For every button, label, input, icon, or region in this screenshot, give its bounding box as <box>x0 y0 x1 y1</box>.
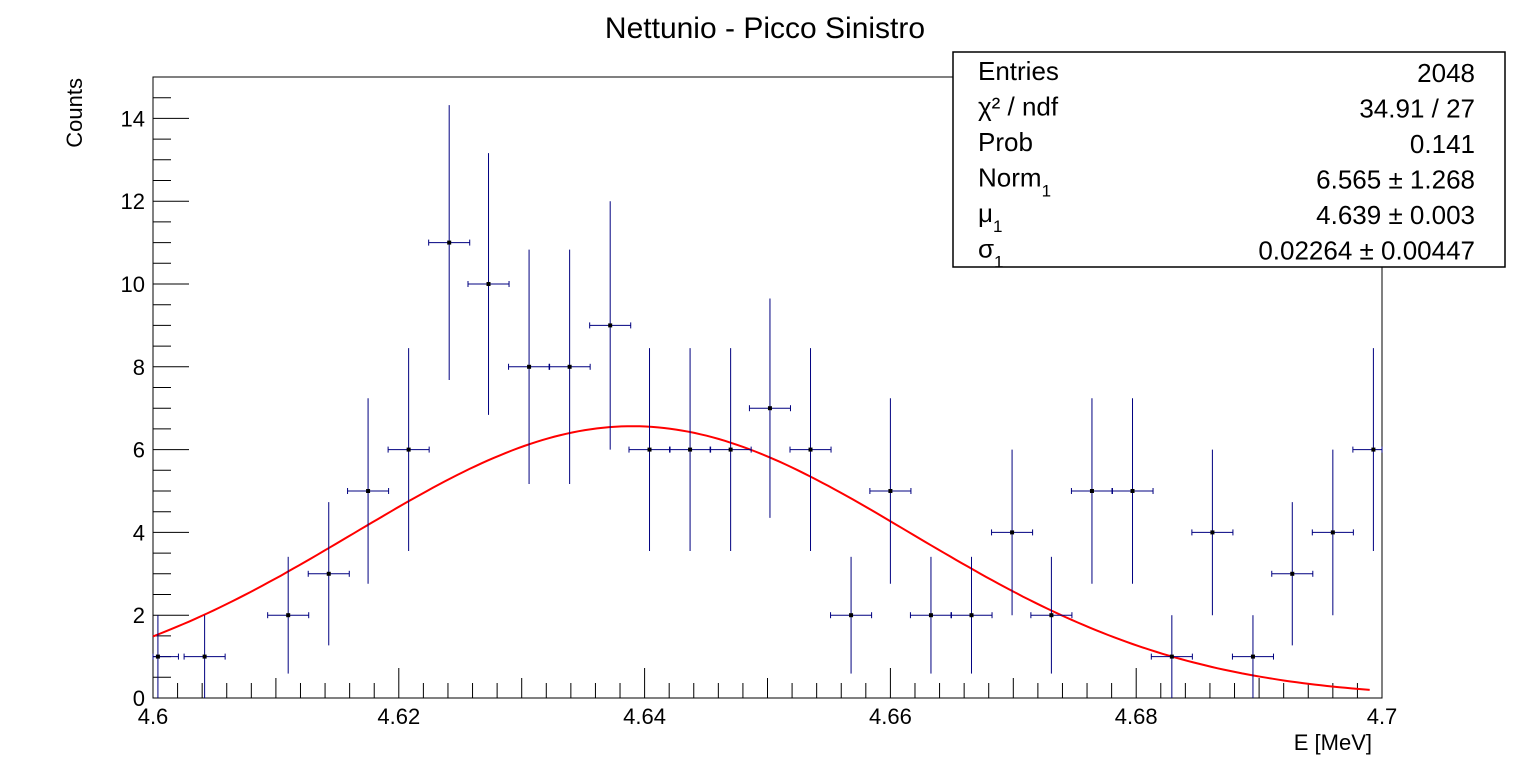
point-marker <box>486 282 491 286</box>
y-tick-label: 14 <box>121 106 145 131</box>
point-marker <box>1130 489 1135 493</box>
data-point <box>1030 556 1073 674</box>
data-point <box>387 348 430 552</box>
y-tick-label: 4 <box>133 520 145 545</box>
data-point <box>1231 615 1274 698</box>
point-marker <box>567 364 572 369</box>
point-marker <box>366 489 371 493</box>
x-tick-label: 4.6 <box>138 704 169 729</box>
chart-title: Nettunio - Picco Sinistro <box>605 12 925 45</box>
data-point <box>1070 398 1113 584</box>
data-point <box>748 298 791 518</box>
data-point <box>267 556 310 674</box>
stats-row-label: χ² / ndf <box>978 92 1059 122</box>
x-tick-label: 4.62 <box>377 704 420 729</box>
point-marker <box>728 447 733 452</box>
point-marker <box>767 406 772 411</box>
data-point <box>1150 615 1193 698</box>
point-marker <box>1169 654 1174 659</box>
stats-row-subscript: 1 <box>1042 182 1051 201</box>
stats-row-value: 0.02264 ± 0.00447 <box>1258 236 1475 266</box>
point-marker <box>647 447 652 452</box>
x-tick-label: 4.7 <box>1367 704 1398 729</box>
data-point <box>789 348 832 552</box>
point-marker <box>1371 447 1376 452</box>
stats-row-subscript: 1 <box>994 253 1003 272</box>
point-marker <box>1250 654 1255 659</box>
y-tick-label: 6 <box>133 438 145 463</box>
data-point <box>589 201 632 450</box>
data-point <box>152 615 179 698</box>
data-point <box>991 449 1034 616</box>
point-marker <box>928 613 933 618</box>
stats-row-value: 34.91 / 27 <box>1359 94 1475 124</box>
data-point <box>909 556 952 674</box>
data-point <box>709 348 752 552</box>
data-point <box>1352 348 1383 552</box>
x-tick-label: 4.64 <box>623 704 666 729</box>
data-point <box>183 615 226 698</box>
data-point <box>669 348 712 552</box>
data-point <box>830 556 873 674</box>
point-marker <box>527 364 532 369</box>
data-point <box>1191 449 1234 616</box>
point-marker <box>1330 530 1335 535</box>
data-point <box>1111 398 1154 584</box>
point-marker <box>1049 613 1054 618</box>
point-marker <box>849 613 854 618</box>
point-marker <box>202 654 207 659</box>
data-point <box>428 105 471 381</box>
stats-box-frame <box>952 51 1506 268</box>
stats-row-value: 0.141 <box>1410 129 1475 159</box>
stats-row-value: 2048 <box>1417 58 1475 88</box>
point-marker <box>1010 530 1015 535</box>
data-point <box>950 556 993 674</box>
stats-row-subscript: 1 <box>993 217 1002 236</box>
point-marker <box>608 323 613 328</box>
point-marker <box>808 447 813 452</box>
data-points <box>152 105 1383 698</box>
y-tick-label: 0 <box>133 686 145 711</box>
point-marker <box>1290 571 1295 576</box>
stats-row-label: Entries <box>978 56 1059 86</box>
point-marker <box>1210 530 1215 535</box>
data-point <box>548 249 591 484</box>
point-marker <box>447 240 452 245</box>
fit-layer <box>152 425 1370 691</box>
point-marker <box>888 489 893 493</box>
data-point <box>628 348 671 552</box>
fit-curve <box>152 425 1370 691</box>
stats-row-value: 6.565 ± 1.268 <box>1316 165 1475 195</box>
data-point <box>1271 502 1314 646</box>
point-marker <box>688 447 693 452</box>
data-point <box>307 502 350 646</box>
y-tick-label: 10 <box>121 272 145 297</box>
data-point <box>869 398 912 584</box>
data-point <box>1311 449 1354 616</box>
data-point <box>347 398 390 584</box>
point-marker <box>1089 489 1094 493</box>
point-marker <box>969 613 974 618</box>
x-axis-label: E [MeV] <box>1294 730 1372 755</box>
point-marker <box>286 613 291 618</box>
y-axis-label: Counts <box>62 78 87 148</box>
y-tick-label: 12 <box>121 189 145 214</box>
point-marker <box>406 447 411 452</box>
stats-row-label: Prob <box>978 127 1033 157</box>
data-point <box>467 153 510 415</box>
point-marker <box>326 571 331 576</box>
point-marker <box>155 654 160 659</box>
y-tick-label: 8 <box>133 355 145 380</box>
y-tick-label: 2 <box>133 603 145 628</box>
axis-ticks: 4.6 4.62 4.64 4.66 4.68 4.7 0 2 4 6 8 10 12 14 <box>121 76 1398 729</box>
x-tick-label: 4.68 <box>1115 704 1158 729</box>
x-tick-label: 4.66 <box>869 704 912 729</box>
stats-row-value: 4.639 ± 0.003 <box>1316 200 1475 230</box>
